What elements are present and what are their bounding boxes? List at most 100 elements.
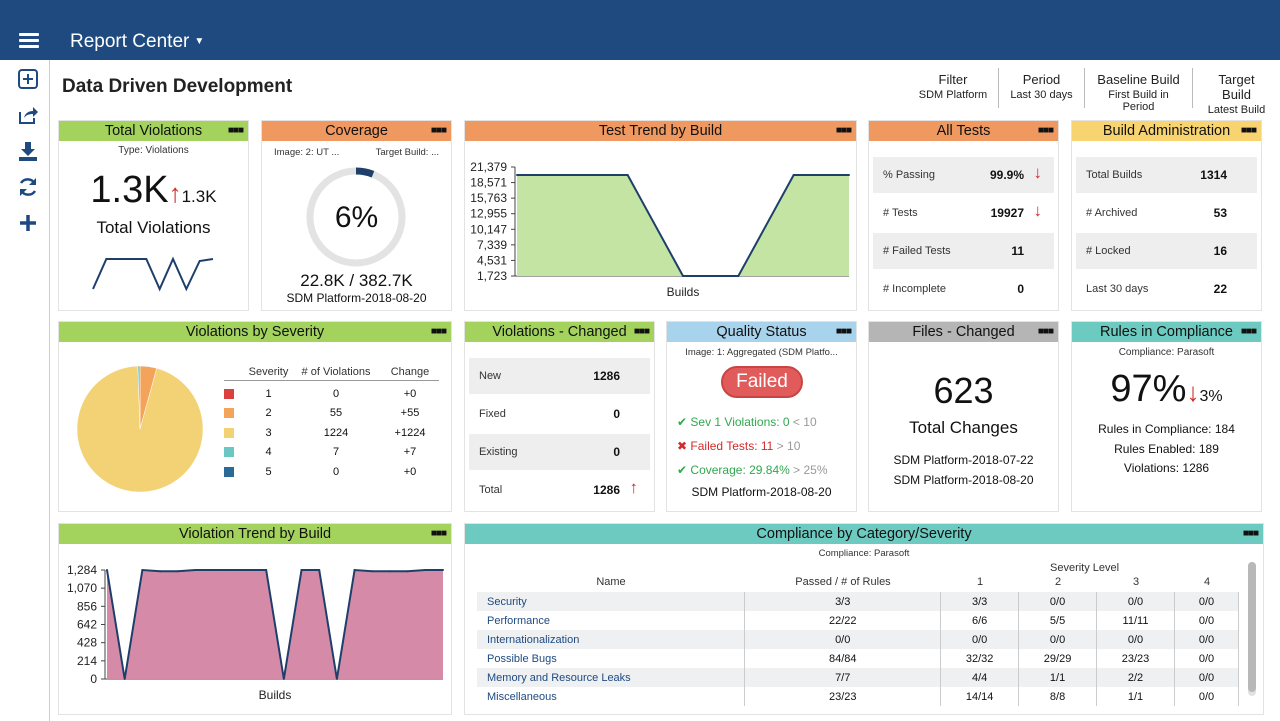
table-row[interactable]: Internationalization 0/0 0/0 0/0 0/0 0/0 [477,630,1239,649]
series-line [106,568,443,680]
category-name[interactable]: Possible Bugs [477,649,746,668]
row-label: Total Builds [1086,169,1143,181]
scrollbar-thumb[interactable] [1248,562,1256,692]
widget-menu-icon[interactable]: ■■■ [227,125,244,136]
category-cell: 0/0 [1174,649,1239,668]
baseline-build-selector[interactable]: Baseline Build First Build in Period [1084,68,1192,113]
severity-row: 2 55 +55 [224,404,439,424]
row-value: 53 [1213,206,1227,220]
quality-checks: ✔ Sev 1 Violations: 0 < 10 ✖ Failed Test… [677,410,828,482]
period-selector[interactable]: Period Last 30 days [998,68,1084,108]
target-build-selector[interactable]: Target Build Latest Build [1192,68,1280,116]
filter-selector[interactable]: Filter SDM Platform [908,68,998,108]
table-scrollbar[interactable] [1248,562,1256,696]
data-point[interactable] [682,275,684,277]
filter-bar: Filter SDM Platform Period Last 30 days Ba… [908,68,1280,116]
category-cell: 7/7 [744,668,942,687]
data-point[interactable] [229,569,232,571]
widget-menu-icon[interactable]: ■■■ [835,125,852,136]
passing-row: % Passing 99.9% ↓ [873,157,1054,193]
data-point[interactable] [848,174,850,177]
data-point[interactable] [247,569,250,571]
data-point[interactable] [792,174,795,177]
row-value: 1314 [1200,168,1227,182]
widget-menu-icon[interactable]: ■■■ [430,528,447,539]
widget-menu-icon[interactable]: ■■■ [835,326,852,337]
category-cell: 5/5 [1018,611,1098,630]
widget-menu-icon[interactable]: ■■■ [1037,125,1054,136]
page-title: Data Driven Development [62,76,293,97]
data-point[interactable] [300,569,303,571]
share-icon[interactable] [17,104,39,126]
data-point[interactable] [141,569,144,571]
category-name[interactable]: Security [477,592,746,611]
violations-changed-widget: Violations - Changed ■■■ New 1286 Fixed 0 E… [464,321,655,512]
data-point[interactable] [212,569,215,571]
table-row[interactable]: Performance 22/22 6/6 5/5 11/11 0/0 [477,611,1239,630]
filter-label: Filter [938,72,968,87]
table-row[interactable]: Memory and Resource Leaks 7/7 4/4 1/1 2/2 0/0 [477,668,1239,687]
table-row[interactable]: Miscellaneous 23/23 14/14 8/8 1/1 0/0 [477,687,1239,706]
data-point[interactable] [388,570,391,573]
plus-icon[interactable] [17,212,39,234]
category-name[interactable]: Internationalization [477,630,746,649]
category-subtitle: Compliance: Parasoft [818,548,910,559]
data-point[interactable] [516,174,518,177]
row-value: 0 [613,445,620,459]
category-name[interactable]: Miscellaneous [477,687,746,706]
widget-menu-icon[interactable]: ■■■ [1037,326,1054,337]
report-center-menu[interactable]: Report Center ▼ [70,31,204,53]
up-arrow-icon: ↑ [629,478,639,497]
data-point[interactable] [265,569,268,571]
widget-title: Build Administration [1102,123,1231,139]
data-point[interactable] [318,569,321,571]
y-tick-label: 7,339 [477,238,507,252]
data-point[interactable] [406,570,409,573]
rules-enabled: Rules Enabled: 189 [1114,442,1219,456]
data-point[interactable] [176,570,179,573]
data-point[interactable] [194,569,197,571]
data-point[interactable] [442,569,444,571]
category-cell: 22/22 [744,611,942,630]
data-point[interactable] [424,569,427,571]
table-row[interactable]: Possible Bugs 84/84 32/32 29/29 23/23 0/0 [477,649,1239,668]
hamburger-menu-icon[interactable] [19,33,39,49]
widget-menu-icon[interactable]: ■■■ [1240,125,1257,136]
column-header: 1 [976,576,984,588]
top-bar: Report Center ▼ [0,0,1280,60]
data-point[interactable] [123,678,126,680]
data-point[interactable] [335,678,338,680]
widget-menu-icon[interactable]: ■■■ [633,326,650,337]
data-point[interactable] [571,174,574,177]
data-point[interactable] [737,275,740,277]
refresh-icon[interactable] [17,176,39,198]
data-point[interactable] [626,174,629,177]
y-tick-label: 642 [77,618,97,632]
severity-severity: 1 [265,387,272,400]
data-point[interactable] [282,678,285,680]
table-row[interactable]: Security 3/3 3/3 0/0 0/0 0/0 [477,592,1239,611]
data-point[interactable] [353,569,356,571]
data-point[interactable] [106,569,108,571]
widget-menu-icon[interactable]: ■■■ [430,125,447,136]
data-point[interactable] [159,570,162,573]
locked-row: # Locked 16 [1076,233,1257,269]
check-row: ✖ Failed Tests: 11 > 10 [677,434,828,458]
pie-slice-severity-4[interactable] [137,365,141,430]
series-area [517,175,849,276]
widget-menu-icon[interactable]: ■■■ [430,326,447,337]
category-cell: 3/3 [940,592,1020,611]
category-name[interactable]: Memory and Resource Leaks [477,668,746,687]
add-widget-icon[interactable] [17,68,39,90]
category-name[interactable]: Performance [477,611,746,630]
column-header: 4 [1203,576,1211,588]
coverage-widget: Coverage ■■■ Image: 2: UT ... Target Buil… [261,120,452,311]
widget-menu-icon[interactable]: ■■■ [1242,528,1259,539]
legend-swatch [224,408,234,419]
widget-menu-icon[interactable]: ■■■ [1240,326,1257,337]
widget-title: Coverage [325,123,388,139]
data-point[interactable] [371,570,374,573]
category-cell: 0/0 [1174,611,1239,630]
download-icon[interactable] [17,140,39,162]
category-table-header: Name Passed / # of Rules 1 2 3 4 [477,576,1239,588]
